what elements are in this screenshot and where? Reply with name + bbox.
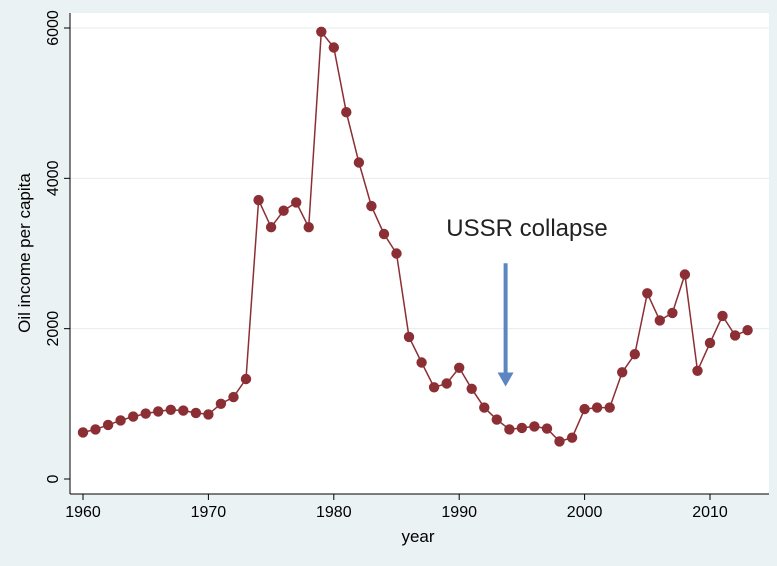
data-point-1975 bbox=[265, 222, 277, 233]
data-point-1972 bbox=[228, 391, 239, 403]
data-point-1965 bbox=[140, 408, 151, 419]
arrow-head bbox=[497, 372, 514, 387]
data-point-1983 bbox=[366, 200, 377, 212]
annotation-label: USSR collapse bbox=[446, 215, 607, 242]
data-point-1970 bbox=[203, 409, 214, 420]
y-ticks: 0 2000 4000 6000 bbox=[45, 10, 70, 483]
data-point-2013 bbox=[742, 325, 753, 336]
x-tick-label-1990: 1990 bbox=[441, 504, 477, 521]
data-point-1997 bbox=[541, 423, 553, 434]
data-point-2009 bbox=[692, 365, 703, 376]
data-point-1974 bbox=[253, 194, 264, 206]
data-point-1979 bbox=[316, 26, 327, 37]
data-point-1960 bbox=[77, 427, 89, 438]
data-point-1999 bbox=[566, 432, 578, 443]
y-tick-label-6000: 6000 bbox=[45, 10, 62, 46]
data-point-2008 bbox=[679, 269, 691, 280]
y-tick-label-2000: 2000 bbox=[45, 311, 62, 347]
annotation-arrow bbox=[497, 263, 514, 387]
data-point-1986 bbox=[403, 331, 415, 343]
data-point-1991 bbox=[466, 383, 477, 394]
data-point-1982 bbox=[353, 157, 365, 168]
plot-area bbox=[70, 13, 769, 494]
data-point-1984 bbox=[378, 228, 390, 240]
data-point-1961 bbox=[90, 424, 101, 435]
gridlines bbox=[70, 27, 769, 330]
data-point-2001 bbox=[591, 402, 603, 413]
x-tick-label-1960: 1960 bbox=[65, 504, 101, 521]
data-point-1968 bbox=[178, 405, 189, 416]
data-point-1978 bbox=[303, 222, 314, 233]
data-point-1963 bbox=[115, 415, 126, 426]
x-tick-label-2010: 2010 bbox=[692, 504, 728, 521]
data-point-1981 bbox=[341, 107, 352, 118]
data-point-1962 bbox=[102, 419, 114, 431]
data-point-1996 bbox=[529, 421, 540, 432]
data-point-1995 bbox=[516, 422, 528, 434]
x-ticks: 1960 1970 1980 1990 2000 2010 bbox=[65, 494, 728, 521]
x-tick-label-1980: 1980 bbox=[316, 504, 352, 521]
data-point-2004 bbox=[629, 349, 640, 360]
data-point-1977 bbox=[291, 197, 302, 208]
data-point-2000 bbox=[579, 403, 590, 415]
data-points bbox=[77, 26, 753, 447]
y-tick-label-0: 0 bbox=[45, 474, 62, 483]
data-point-2010 bbox=[704, 337, 716, 349]
data-point-1994 bbox=[504, 424, 515, 435]
data-point-2007 bbox=[667, 307, 678, 319]
y-tick-label-4000: 4000 bbox=[45, 160, 62, 196]
data-point-1993 bbox=[491, 414, 502, 425]
x-axis-label: year bbox=[401, 527, 434, 546]
data-point-2002 bbox=[604, 402, 615, 413]
data-point-2006 bbox=[654, 315, 665, 326]
data-point-1990 bbox=[454, 362, 465, 373]
data-point-2003 bbox=[617, 367, 628, 378]
data-point-1964 bbox=[128, 411, 139, 422]
data-point-1992 bbox=[479, 402, 490, 413]
data-point-2005 bbox=[642, 288, 653, 299]
data-point-1967 bbox=[165, 404, 176, 415]
data-point-1973 bbox=[240, 373, 252, 385]
data-point-2012 bbox=[729, 330, 741, 341]
x-tick-label-1970: 1970 bbox=[191, 504, 227, 521]
data-point-1987 bbox=[416, 357, 427, 368]
data-point-1971 bbox=[215, 398, 227, 409]
data-point-1969 bbox=[190, 407, 202, 419]
data-point-1966 bbox=[153, 406, 164, 417]
data-point-1985 bbox=[391, 248, 402, 259]
x-tick-label-2000: 2000 bbox=[567, 504, 603, 521]
data-point-1998 bbox=[554, 436, 565, 447]
y-axis-label: Oil income per capita bbox=[15, 173, 34, 333]
data-point-1988 bbox=[428, 382, 440, 393]
data-point-2011 bbox=[717, 310, 728, 322]
data-point-1980 bbox=[328, 42, 339, 53]
data-point-1976 bbox=[278, 205, 289, 216]
data-point-1989 bbox=[441, 378, 452, 389]
